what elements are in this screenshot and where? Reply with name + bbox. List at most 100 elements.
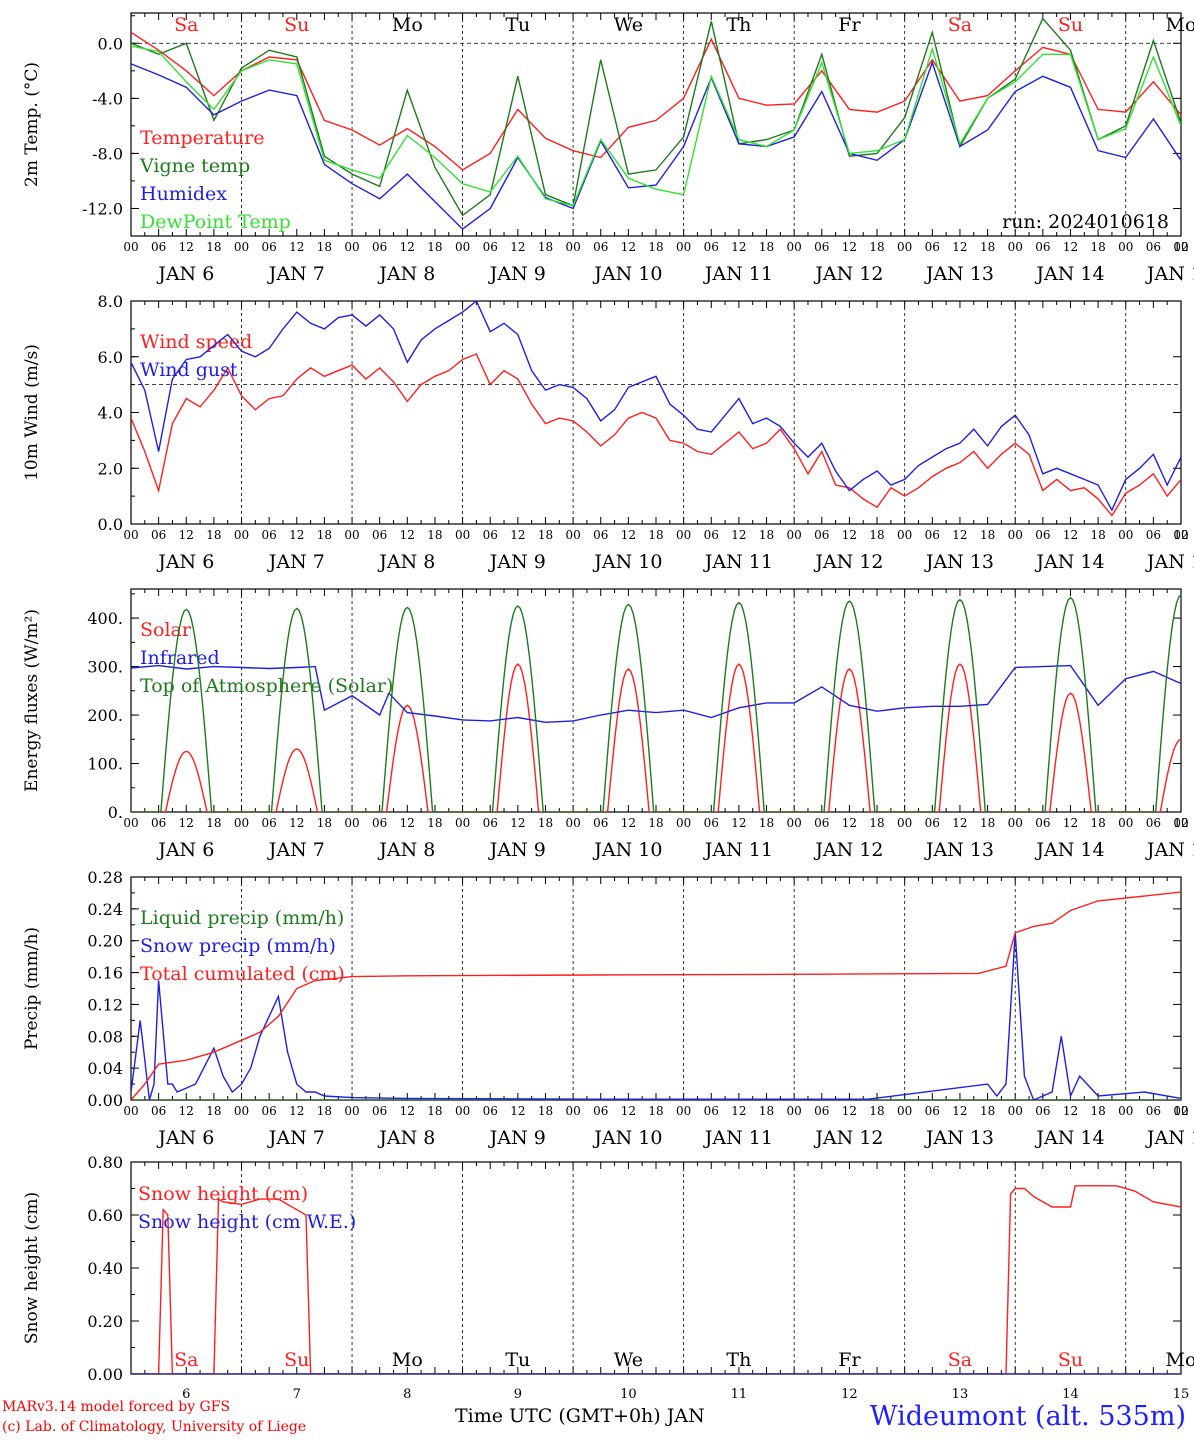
legend-entry: Snow height (cm W.E.) xyxy=(138,1211,356,1233)
x-hour-label: 12 xyxy=(179,816,194,830)
x-hour-label: 06 xyxy=(262,1104,277,1118)
y-axis-title: Energy fluxes (W/m²) xyxy=(22,609,42,792)
y-axis-title: 10m Wind (m/s) xyxy=(22,344,42,481)
y-tick-label: 0.00 xyxy=(87,1365,123,1384)
x-hour-label: 18 xyxy=(206,1104,221,1118)
x-hour-label: 00 xyxy=(234,1104,249,1118)
x-hour-label: 06 xyxy=(814,816,829,830)
x-hour-label: 18 xyxy=(427,816,442,830)
x-hour-label: 12 xyxy=(289,816,304,830)
weekday-label: Su xyxy=(284,14,309,36)
y-tick-label: 0. xyxy=(108,803,123,822)
panel-2: 0.0 2.0 4.0 6.0 8.0 10m Wind (m/s) 00 06 12 18 JAN… xyxy=(22,292,1194,573)
day-number-label: 11 xyxy=(731,1387,748,1402)
legend-entry: Solar xyxy=(140,619,192,641)
x-hour-label: 18 xyxy=(427,240,442,254)
x-hour-label: 06 xyxy=(1146,528,1161,542)
weekday-label: Mo xyxy=(1166,14,1194,36)
x-hour-label: 18 xyxy=(980,240,995,254)
panel-5: 0.00 0.20 0.40 0.60 0.80 Snow height (cm) Sa 6 S… xyxy=(22,1153,1194,1402)
x-date-label: JAN 15 xyxy=(1145,263,1194,285)
x-hour-label: 06 xyxy=(925,816,940,830)
y-tick-label: 0.12 xyxy=(87,995,123,1014)
x-hour-label: 12 xyxy=(952,1104,967,1118)
x-date-label: JAN 13 xyxy=(924,1127,994,1149)
y-tick-label: 0.60 xyxy=(87,1206,123,1225)
x-hour-label: 12 xyxy=(1173,816,1188,830)
x-hour-label: 12 xyxy=(400,1104,415,1118)
y-tick-label: 6.0 xyxy=(98,348,123,367)
x-hour-label: 06 xyxy=(814,528,829,542)
x-hour-label: 12 xyxy=(400,240,415,254)
y-axis-title: 2m Temp. (°C) xyxy=(22,62,42,187)
series-line-snow-precip-mm-h- xyxy=(131,932,1181,1100)
x-hour-label: 00 xyxy=(234,528,249,542)
x-date-label: JAN 14 xyxy=(1034,551,1104,573)
x-date-label: JAN 9 xyxy=(488,551,546,573)
x-date-label: JAN 7 xyxy=(267,839,325,861)
series-line-solar xyxy=(131,663,1181,812)
weekday-label: Th xyxy=(726,14,751,36)
x-date-label: JAN 12 xyxy=(813,1127,883,1149)
x-date-label: JAN 15 xyxy=(1145,839,1194,861)
x-date-label: JAN 11 xyxy=(703,551,773,573)
x-hour-label: 06 xyxy=(704,1104,719,1118)
x-hour-label: 06 xyxy=(262,240,277,254)
series-line-vigne-temp xyxy=(131,17,1181,217)
legend-entry: Temperature xyxy=(140,127,264,149)
y-tick-label: 0.00 xyxy=(87,1091,123,1110)
x-date-label: JAN 12 xyxy=(813,839,883,861)
x-hour-label: 06 xyxy=(262,816,277,830)
x-hour-label: 18 xyxy=(648,528,663,542)
legend-entry: Snow precip (mm/h) xyxy=(140,935,336,957)
x-hour-label: 12 xyxy=(289,528,304,542)
x-hour-label: 06 xyxy=(925,528,940,542)
x-date-label: JAN 7 xyxy=(267,1127,325,1149)
x-hour-label: 06 xyxy=(372,816,387,830)
x-hour-label: 00 xyxy=(897,240,912,254)
x-hour-label: 18 xyxy=(648,816,663,830)
x-hour-label: 12 xyxy=(400,528,415,542)
x-date-label: JAN 6 xyxy=(156,1127,214,1149)
weekday-label: Fr xyxy=(838,14,861,36)
y-tick-label: 0.08 xyxy=(87,1027,123,1046)
model-credit-line1: MARv3.14 model forced by GFS xyxy=(2,1399,231,1415)
x-hour-label: 06 xyxy=(1146,1104,1161,1118)
x-hour-label: 12 xyxy=(510,528,525,542)
x-hour-label: 18 xyxy=(759,816,774,830)
weekday-label: Mo xyxy=(1166,1349,1194,1371)
x-date-label: JAN 6 xyxy=(156,839,214,861)
x-hour-label: 06 xyxy=(704,528,719,542)
series-line-total-cumulated-cm- xyxy=(131,891,1181,1100)
x-hour-label: 00 xyxy=(1173,1104,1188,1118)
day-number-label: 7 xyxy=(293,1387,301,1402)
x-hour-label: 00 xyxy=(787,1104,802,1118)
x-hour-label: 12 xyxy=(1063,528,1078,542)
series-line-temperature xyxy=(131,31,1181,171)
x-hour-label: 18 xyxy=(1090,1104,1105,1118)
x-axis-title: Time UTC (GMT+0h) JAN xyxy=(455,1405,705,1427)
x-hour-label: 00 xyxy=(1118,1104,1133,1118)
x-date-label: JAN 14 xyxy=(1034,263,1104,285)
x-hour-label: 06 xyxy=(483,528,498,542)
x-hour-label: 06 xyxy=(593,816,608,830)
x-hour-label: 00 xyxy=(455,528,470,542)
weekday-label: Sa xyxy=(174,1349,198,1371)
y-tick-label: 4.0 xyxy=(98,404,123,423)
x-hour-label: 00 xyxy=(344,816,359,830)
x-hour-label: 00 xyxy=(123,816,138,830)
x-hour-label: 00 xyxy=(787,240,802,254)
panel-1: 0.0 -4.0 -8.0 -12.0 2m Temp. (°C) 00 06 12 18 JAN… xyxy=(22,12,1194,285)
y-tick-label: 8.0 xyxy=(98,292,123,311)
x-hour-label: 18 xyxy=(1090,816,1105,830)
x-hour-label: 00 xyxy=(676,1104,691,1118)
x-hour-label: 06 xyxy=(372,1104,387,1118)
weekday-label: We xyxy=(614,1349,643,1371)
x-hour-label: 12 xyxy=(842,816,857,830)
x-hour-label: 12 xyxy=(1173,240,1188,254)
x-hour-label: 00 xyxy=(234,240,249,254)
x-hour-label: 06 xyxy=(593,1104,608,1118)
x-hour-label: 12 xyxy=(842,1104,857,1118)
x-hour-label: 18 xyxy=(648,1104,663,1118)
